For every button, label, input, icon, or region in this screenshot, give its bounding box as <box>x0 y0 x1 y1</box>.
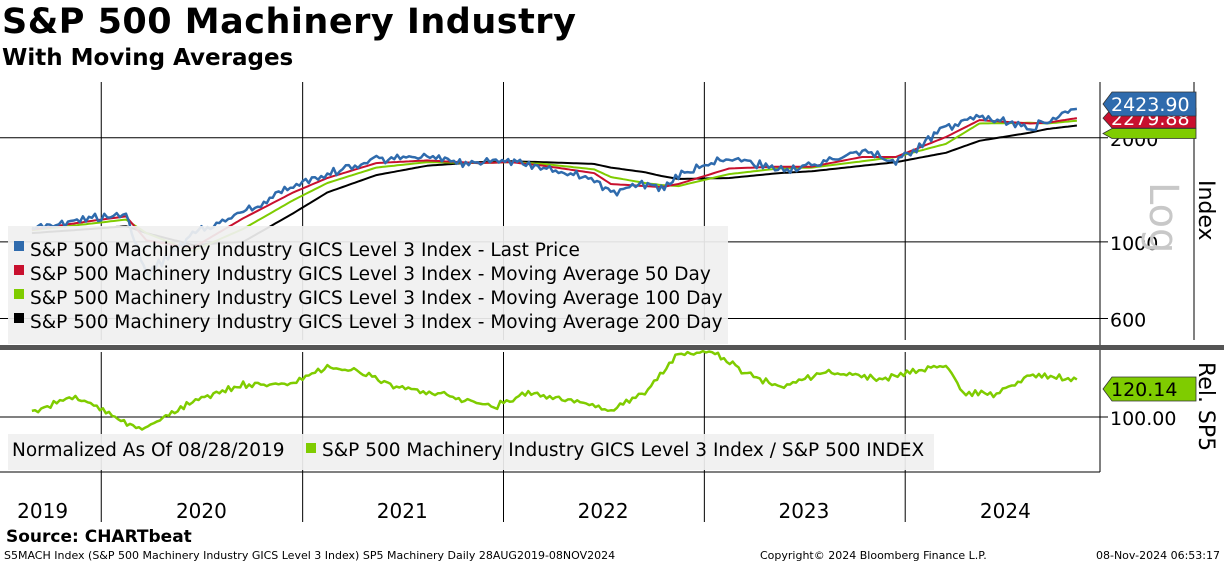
series-relative-line <box>31 349 1078 431</box>
x-tick-label-2023: 2023 <box>778 499 829 523</box>
y-tick-label-600: 600 <box>1110 310 1146 332</box>
chart-title: S&P 500 Machinery Industry <box>2 2 577 42</box>
last-price-value-tag: 2423.90 <box>1102 91 1197 117</box>
panel-separator <box>0 345 1224 350</box>
relative-value-tag-text: 120.14 <box>1111 379 1177 401</box>
x-tick-label-2019: 2019 <box>17 499 68 523</box>
relative-legend-swatch <box>306 443 316 453</box>
legend-entry-2: S&P 500 Machinery Industry GICS Level 3 … <box>30 288 723 309</box>
footer-bar: S5MACH Index (S&P 500 Machinery Industry… <box>4 549 1220 565</box>
legend-swatch-1 <box>14 265 24 275</box>
source-note: Source: CHARTbeat <box>6 527 192 547</box>
legend-swatch-0 <box>14 241 24 251</box>
price-legend-box <box>8 226 728 344</box>
footer-timestamp: 08-Nov-2024 06:53:17 <box>1095 549 1220 562</box>
price-axis-title: Index <box>1193 180 1218 241</box>
x-tick-label-2022: 2022 <box>578 499 629 523</box>
legend-swatch-3 <box>14 313 24 323</box>
legend-entry-3: S&P 500 Machinery Industry GICS Level 3 … <box>30 312 723 333</box>
y-tick-label-1000: 1000 <box>1110 233 1158 255</box>
chart-subtitle: With Moving Averages <box>2 45 294 71</box>
log-scale-watermark: Log <box>1140 182 1186 253</box>
relative-legend: Normalized As Of 08/28/2019 S&P 500 Machi… <box>8 434 934 470</box>
footer-copyright: Copyright© 2024 Bloomberg Finance L.P. <box>760 549 987 562</box>
ma100-value-tag <box>1102 128 1197 139</box>
x-tick-label-2024: 2024 <box>980 499 1031 523</box>
normalization-note: Normalized As Of 08/28/2019 <box>12 440 285 461</box>
relative-legend-entry: S&P 500 Machinery Industry GICS Level 3 … <box>322 440 924 461</box>
y-tick-label-100.00: 100.00 <box>1110 408 1176 430</box>
footer-ticker-info: S5MACH Index (S&P 500 Machinery Industry… <box>4 549 616 562</box>
legend-entry-0: S&P 500 Machinery Industry GICS Level 3 … <box>30 240 580 261</box>
x-tick-label-2020: 2020 <box>176 499 227 523</box>
legend-entry-1: S&P 500 Machinery Industry GICS Level 3 … <box>30 264 711 285</box>
relative-value-tag: 120.14 <box>1102 376 1197 402</box>
last-price-value-tag-text: 2423.90 <box>1111 94 1190 116</box>
price-legend: S&P 500 Machinery Industry GICS Level 3 … <box>8 226 728 344</box>
x-tick-label-2021: 2021 <box>377 499 428 523</box>
chart-area: 2019 2020 2021 2022 2023 202420001000600100.0… <box>0 82 1224 523</box>
legend-swatch-2 <box>14 289 24 299</box>
ma100-value-tag-shape <box>1102 128 1197 139</box>
relative-value-tag-shape <box>1102 376 1197 402</box>
last-price-value-tag-shape <box>1102 91 1197 117</box>
relative-axis-title: Rel. SP5 <box>1193 362 1218 451</box>
relative-legend-box <box>8 434 934 470</box>
